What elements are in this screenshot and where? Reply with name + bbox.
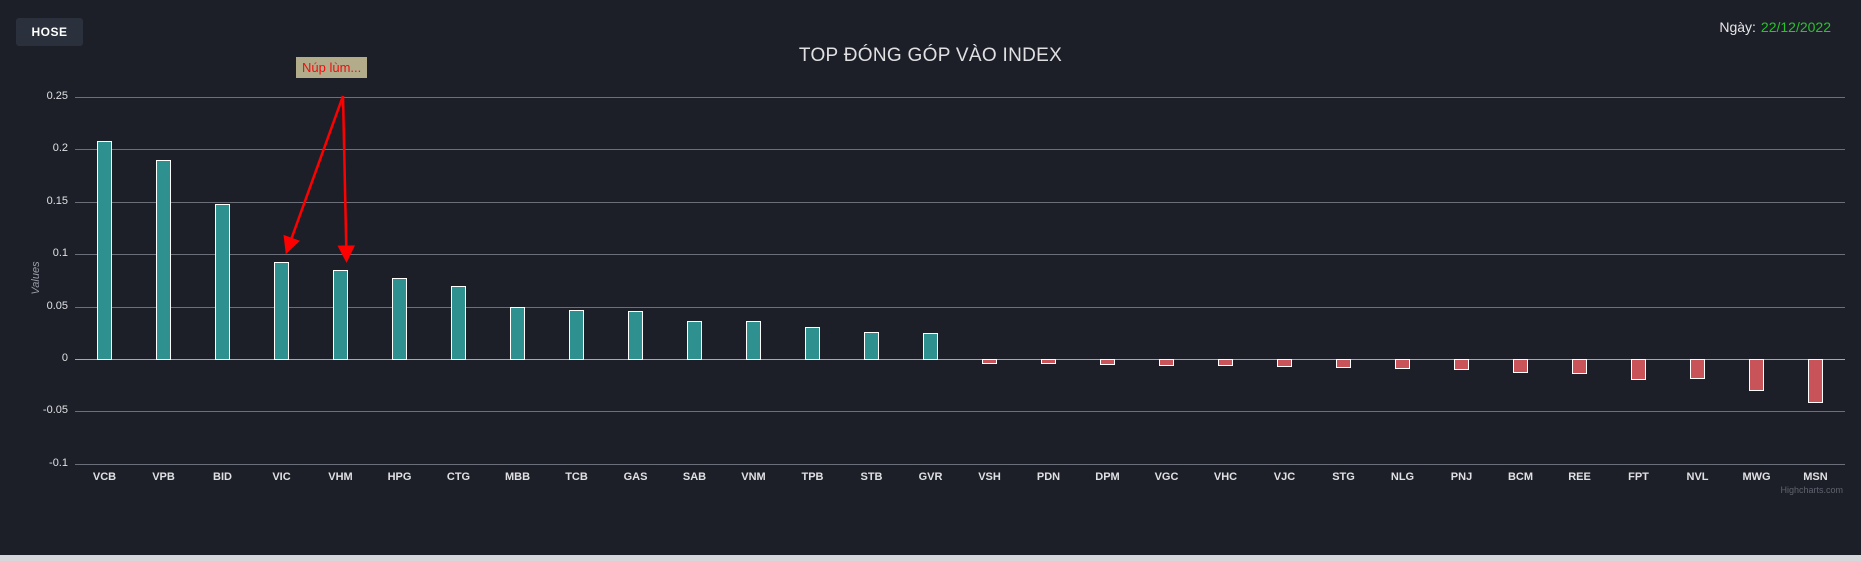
bar-BID[interactable]	[215, 204, 230, 360]
bar-VHM[interactable]	[333, 270, 348, 360]
bar-VSH[interactable]	[982, 359, 997, 364]
x-axis-label-TPB: TPB	[801, 471, 824, 483]
x-axis-label-STG: STG	[1332, 471, 1355, 483]
bar-MWG[interactable]	[1749, 359, 1764, 391]
bar-VCB[interactable]	[97, 141, 112, 360]
bar-MSN[interactable]	[1808, 359, 1823, 403]
gridline	[75, 149, 1845, 150]
x-axis-label-FPT: FPT	[1628, 471, 1649, 483]
horizontal-scrollbar[interactable]	[0, 555, 1861, 561]
bar-MBB[interactable]	[510, 307, 525, 360]
x-axis-label-REE: REE	[1568, 471, 1591, 483]
x-axis-label-NVL: NVL	[1686, 471, 1709, 483]
x-axis-label-VHC: VHC	[1213, 471, 1238, 483]
gridline	[75, 254, 1845, 255]
x-axis-label-BID: BID	[213, 471, 232, 483]
x-axis-label-BCM: BCM	[1507, 471, 1534, 483]
gridline	[75, 464, 1845, 465]
x-axis-label-STB: STB	[860, 471, 883, 483]
bar-TCB[interactable]	[569, 310, 584, 360]
bar-VNM[interactable]	[746, 321, 761, 360]
gridline	[75, 202, 1845, 203]
highcharts-credit-link[interactable]: Highcharts.com	[1780, 485, 1843, 495]
bar-VGC[interactable]	[1159, 359, 1174, 366]
x-axis-label-DPM: DPM	[1095, 471, 1120, 483]
x-axis-label-GAS: GAS	[623, 471, 648, 483]
x-axis-label-VNM: VNM	[741, 471, 766, 483]
bar-VIC[interactable]	[274, 262, 289, 360]
annotation-label[interactable]: Núp lùm...	[296, 57, 368, 78]
chart-title: TOP ĐÓNG GÓP VÀO INDEX	[798, 45, 1063, 66]
x-axis-label-VPB: VPB	[152, 471, 175, 483]
x-axis-label-VHM: VHM	[328, 471, 353, 483]
x-axis-label-VSH: VSH	[978, 471, 1001, 483]
y-tick-label: -0.05	[42, 404, 68, 416]
exchange-selector-button[interactable]: HOSE	[16, 18, 83, 46]
gridline	[75, 307, 1845, 308]
x-axis-label-MBB: MBB	[504, 471, 531, 483]
gridline-zero	[75, 359, 1845, 360]
date-value: 22/12/2022	[1760, 19, 1831, 35]
bar-SAB[interactable]	[687, 321, 702, 360]
bar-BCM[interactable]	[1513, 359, 1528, 373]
x-axis-label-VJC: VJC	[1273, 471, 1296, 483]
y-tick-label: 0.25	[46, 90, 68, 102]
x-axis-label-VIC: VIC	[272, 471, 291, 483]
y-tick-label: 0	[61, 352, 68, 364]
bar-NVL[interactable]	[1690, 359, 1705, 379]
x-axis-label-VGC: VGC	[1154, 471, 1179, 483]
bar-GAS[interactable]	[628, 311, 643, 360]
bar-PDN[interactable]	[1041, 359, 1056, 364]
y-tick-label: 0.1	[52, 247, 68, 259]
x-axis-label-MSN: MSN	[1803, 471, 1828, 483]
x-axis-label-PDN: PDN	[1036, 471, 1061, 483]
annotation-arrow-VIC	[283, 95, 345, 255]
y-tick-label: 0.05	[46, 300, 68, 312]
bar-CTG[interactable]	[451, 286, 466, 360]
bar-HPG[interactable]	[392, 278, 407, 360]
bar-STG[interactable]	[1336, 359, 1351, 368]
x-axis-label-PNJ: PNJ	[1450, 471, 1473, 483]
y-tick-label: -0.1	[49, 457, 68, 469]
x-axis-label-NLG: NLG	[1390, 471, 1415, 483]
date-label: Ngày:	[1719, 19, 1756, 35]
x-axis-label-TCB: TCB	[565, 471, 588, 483]
bar-REE[interactable]	[1572, 359, 1587, 374]
x-axis-label-MWG: MWG	[1742, 471, 1771, 483]
bar-VHC[interactable]	[1218, 359, 1233, 366]
gridline	[75, 411, 1845, 412]
x-axis-label-VCB: VCB	[92, 471, 117, 483]
bar-VJC[interactable]	[1277, 359, 1292, 367]
y-tick-label: 0.2	[52, 142, 68, 154]
bar-NLG[interactable]	[1395, 359, 1410, 369]
x-axis-label-SAB: SAB	[682, 471, 707, 483]
date-display: Ngày: 22/12/2022	[1719, 19, 1831, 35]
x-axis-label-GVR: GVR	[918, 471, 943, 483]
bar-PNJ[interactable]	[1454, 359, 1469, 370]
y-tick-label: 0.15	[46, 195, 68, 207]
bar-VPB[interactable]	[156, 160, 171, 360]
bar-TPB[interactable]	[805, 327, 820, 360]
annotation-arrow-VHM	[337, 95, 355, 263]
bar-GVR[interactable]	[923, 333, 938, 360]
bar-FPT[interactable]	[1631, 359, 1646, 380]
x-axis-label-CTG: CTG	[446, 471, 471, 483]
x-axis-label-HPG: HPG	[387, 471, 412, 483]
bar-DPM[interactable]	[1100, 359, 1115, 365]
y-axis-title: Values	[30, 261, 42, 295]
gridline	[75, 97, 1845, 98]
bar-STB[interactable]	[864, 332, 879, 360]
